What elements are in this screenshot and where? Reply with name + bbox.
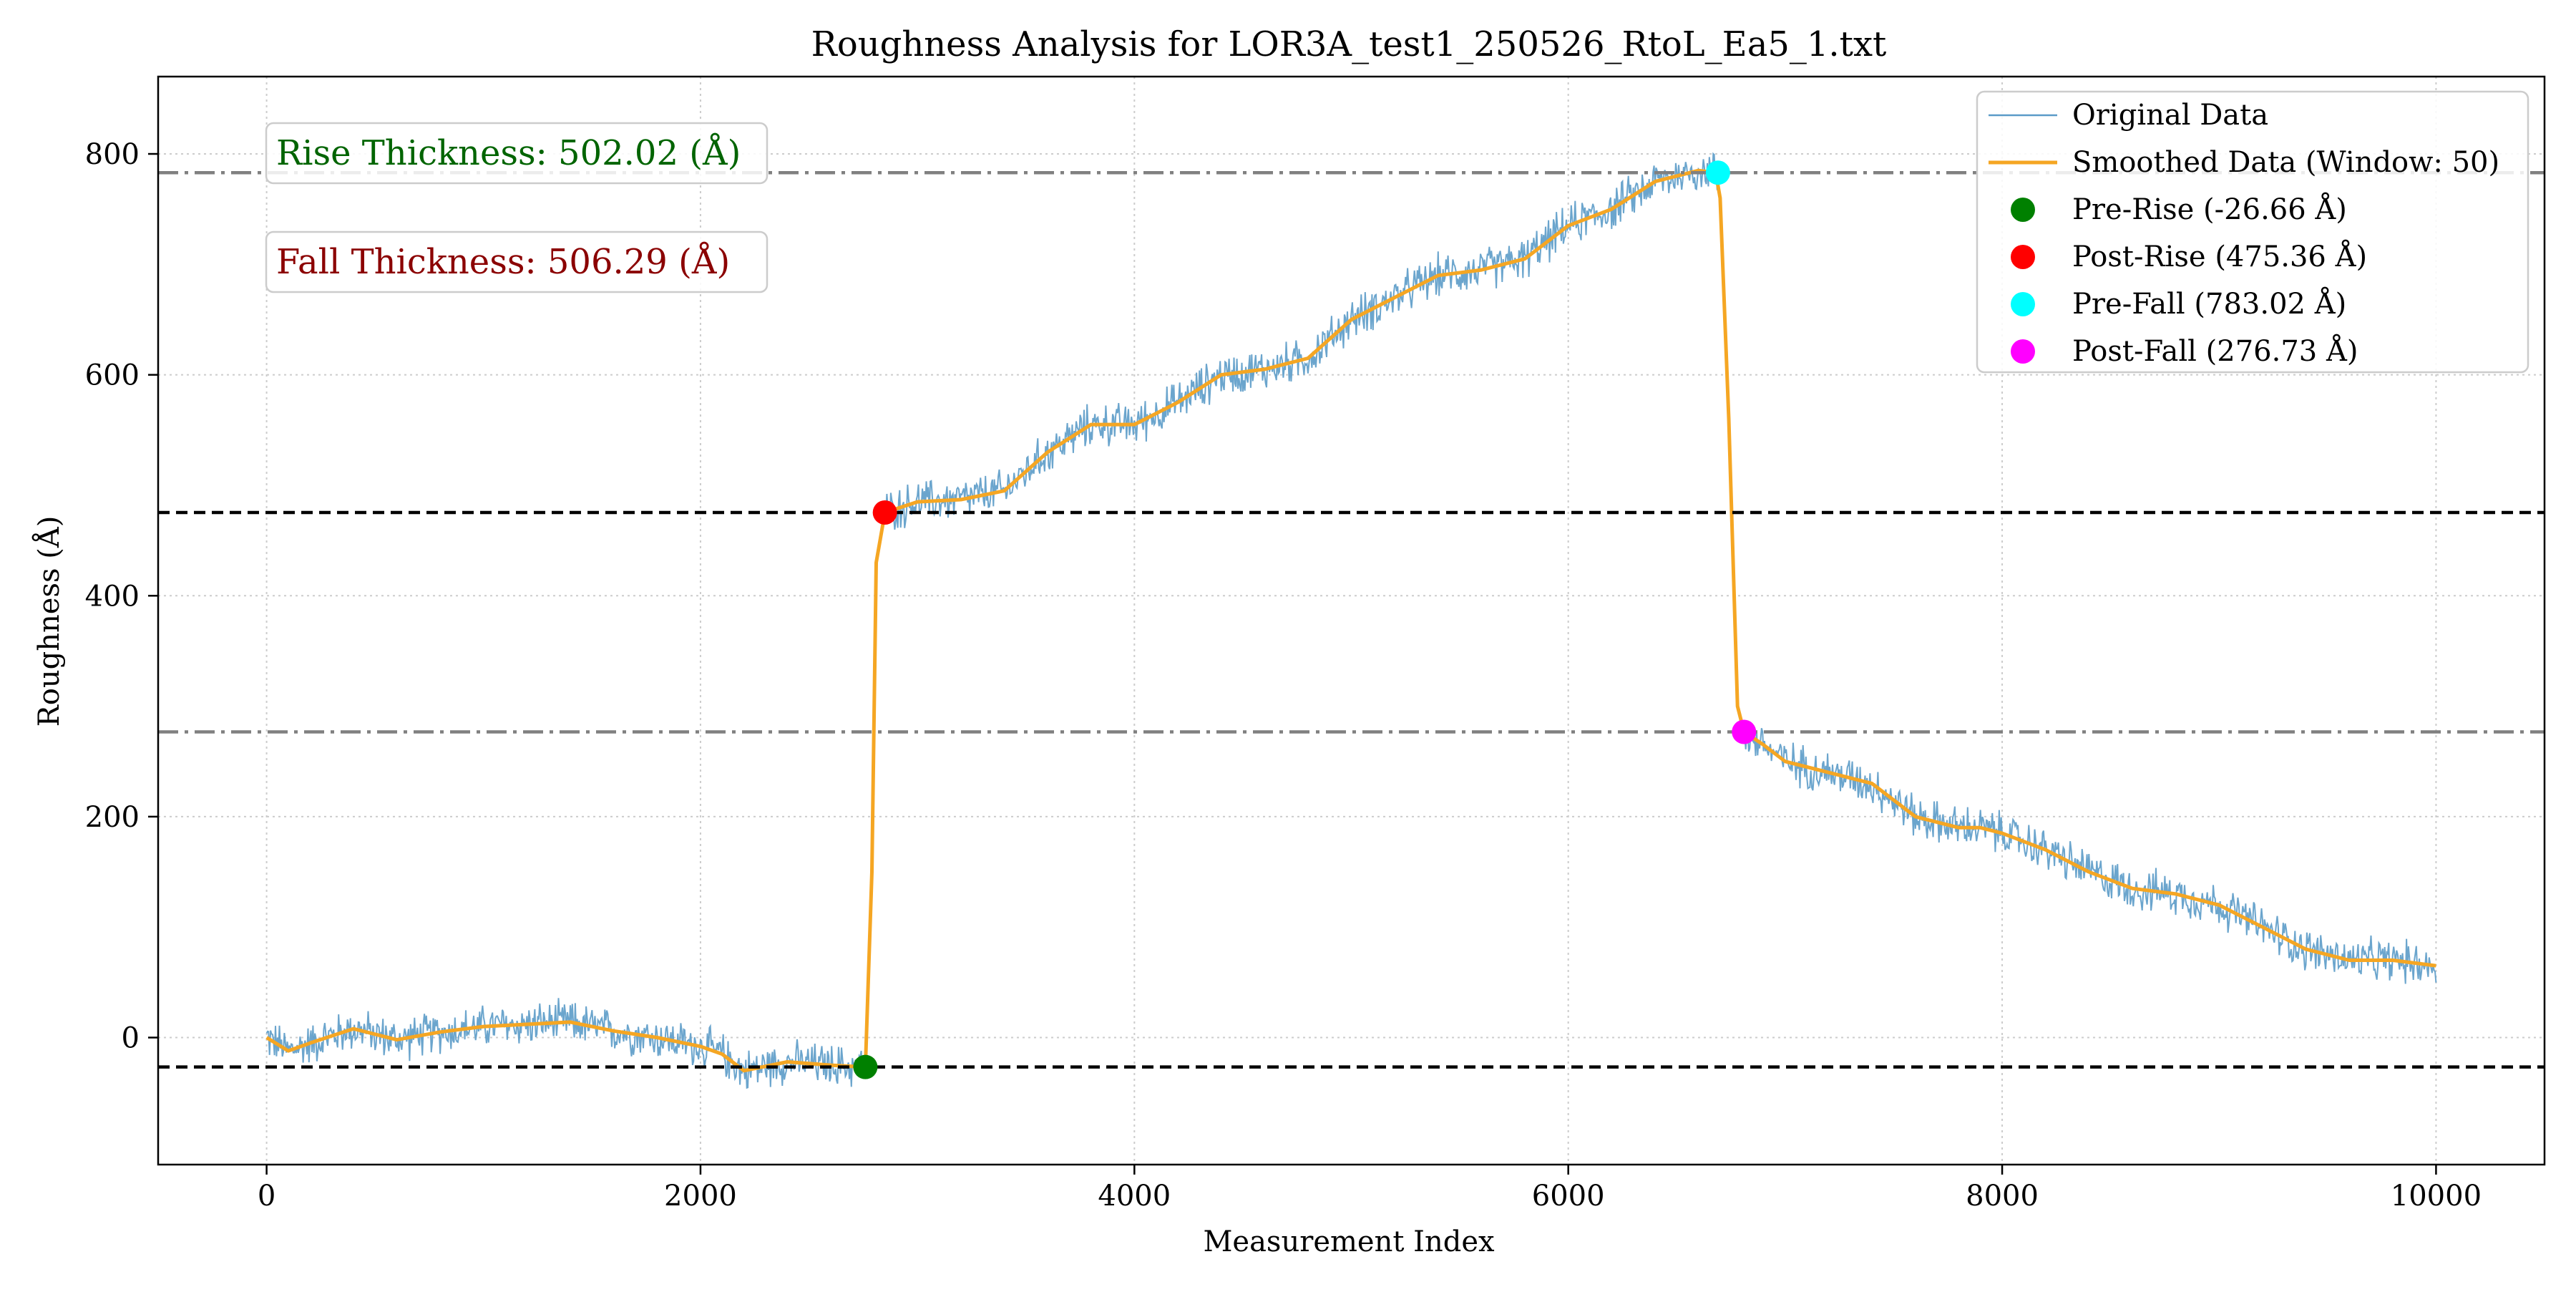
y-tick-label: 0	[122, 1022, 140, 1055]
x-axis-label: Measurement Index	[1203, 1225, 1495, 1258]
legend-label: Post-Rise (475.36 Å)	[2072, 240, 2367, 273]
fall-thickness-annotation: Fall Thickness: 506.29 (Å)	[265, 230, 769, 293]
legend-label: Post-Fall (276.73 Å)	[2072, 334, 2358, 368]
annotation-text: Fall Thickness: 506.29 (Å)	[276, 241, 730, 282]
y-tick-label: 600	[85, 359, 140, 392]
legend-entry: Post-Rise (475.36 Å)	[2011, 240, 2367, 273]
annotation-box	[265, 122, 769, 185]
legend-entry: Original Data	[1989, 99, 2268, 132]
x-tick-label: 6000	[1532, 1180, 1605, 1213]
y-tick-label: 200	[85, 801, 140, 834]
legend-label: Smoothed Data (Window: 50)	[2072, 146, 2499, 179]
point-post-fall	[1732, 719, 1757, 744]
legend-label: Pre-Rise (-26.66 Å)	[2072, 193, 2347, 226]
x-tick-label: 4000	[1098, 1180, 1171, 1213]
legend-entry: Pre-Rise (-26.66 Å)	[2011, 193, 2347, 226]
legend-label: Pre-Fall (783.02 Å)	[2072, 287, 2346, 321]
y-tick-label: 800	[85, 138, 140, 171]
series-smoothed-data	[265, 168, 2436, 1073]
legend-label: Original Data	[2072, 99, 2268, 132]
legend-marker-swatch	[2011, 198, 2035, 222]
legend: Original Data Smoothed Data (Window: 50) P…	[1976, 90, 2529, 374]
plot-area: 0 2000 4000 6000 8000 10000 0 200 400 600 800 Rise …	[85, 75, 2546, 1213]
x-tick-label: 0	[258, 1180, 275, 1213]
chart-title: Roughness Analysis for LOR3A_test1_25052…	[811, 24, 1887, 64]
legend-box	[1976, 90, 2529, 374]
point-post-rise	[872, 500, 897, 525]
annotation-box	[265, 230, 769, 293]
point-pre-rise	[853, 1054, 878, 1079]
legend-entry: Pre-Fall (783.02 Å)	[2011, 287, 2346, 321]
legend-entry: Smoothed Data (Window: 50)	[1989, 146, 2499, 179]
x-tick-label: 2000	[664, 1180, 737, 1213]
annotation-text: Rise Thickness: 502.02 (Å)	[276, 132, 741, 173]
x-tick-label: 8000	[1966, 1180, 2039, 1213]
legend-entry: Post-Fall (276.73 Å)	[2011, 334, 2358, 368]
plot-frame	[157, 75, 2546, 1166]
legend-marker-swatch	[2011, 339, 2035, 364]
x-tick-label: 10000	[2391, 1180, 2482, 1213]
y-tick-label: 400	[85, 580, 140, 613]
y-axis-label: Roughness (Å)	[32, 516, 66, 727]
legend-marker-swatch	[2011, 245, 2035, 269]
point-pre-fall	[1705, 160, 1730, 185]
rise-thickness-annotation: Rise Thickness: 502.02 (Å)	[265, 122, 769, 185]
legend-marker-swatch	[2011, 292, 2035, 316]
